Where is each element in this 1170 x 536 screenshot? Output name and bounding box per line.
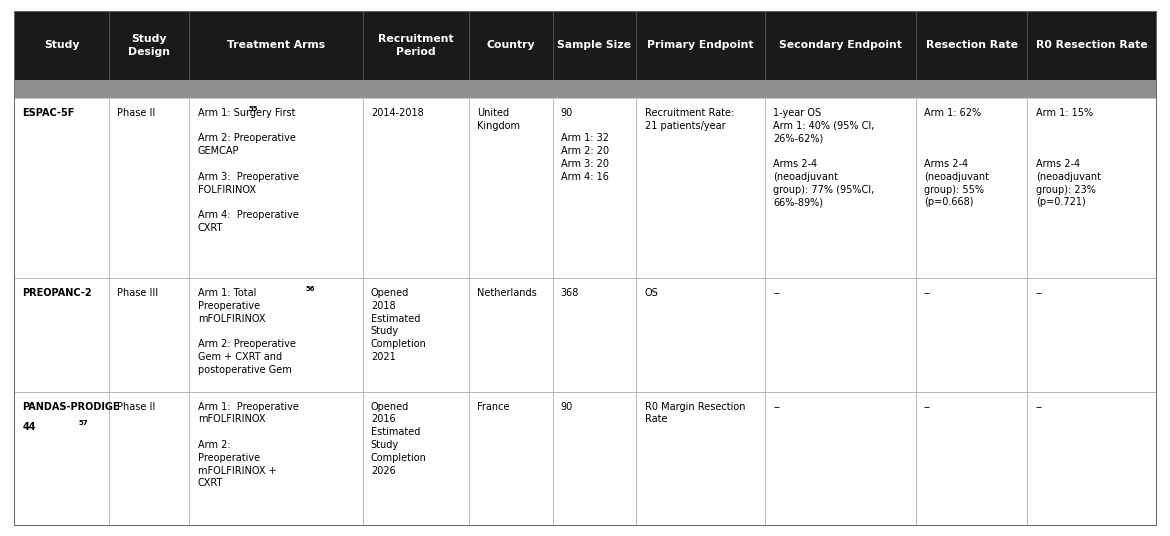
Bar xyxy=(636,392,765,525)
Bar xyxy=(1027,98,1156,278)
Text: --: -- xyxy=(773,401,780,412)
Text: 90: 90 xyxy=(560,401,573,412)
Text: Arm 1:  Preoperative
mFOLFIRINOX

Arm 2:
Preoperative
mFOLFIRINOX +
CXRT: Arm 1: Preoperative mFOLFIRINOX Arm 2: P… xyxy=(198,401,298,488)
Text: 1-year OS
Arm 1: 40% (95% CI,
26%-62%)

Arms 2-4
(neoadjuvant
group): 77% (95%CI: 1-year OS Arm 1: 40% (95% CI, 26%-62%) A… xyxy=(773,108,874,207)
Text: 56: 56 xyxy=(305,286,315,293)
Text: --: -- xyxy=(924,401,931,412)
Bar xyxy=(363,392,469,525)
Bar xyxy=(190,11,363,80)
Text: --: -- xyxy=(924,288,931,298)
Bar xyxy=(916,392,1027,525)
Bar xyxy=(109,98,190,278)
Text: 368: 368 xyxy=(560,288,579,298)
Bar xyxy=(469,278,552,392)
Bar xyxy=(552,278,636,392)
Text: 44: 44 xyxy=(22,422,36,432)
Text: 90

Arm 1: 32
Arm 2: 20
Arm 3: 20
Arm 4: 16: 90 Arm 1: 32 Arm 2: 20 Arm 3: 20 Arm 4: … xyxy=(560,108,608,182)
Bar xyxy=(14,278,109,392)
Text: Study: Study xyxy=(43,40,80,50)
Text: Phase III: Phase III xyxy=(117,288,158,298)
Text: Country: Country xyxy=(487,40,535,50)
Bar xyxy=(552,392,636,525)
Text: Secondary Endpoint: Secondary Endpoint xyxy=(779,40,902,50)
Text: United
Kingdom: United Kingdom xyxy=(477,108,519,131)
Text: France: France xyxy=(477,401,509,412)
Text: PREOPANC-2: PREOPANC-2 xyxy=(22,288,92,298)
Text: Opened
2018
Estimated
Study
Completion
2021: Opened 2018 Estimated Study Completion 2… xyxy=(371,288,427,362)
Text: 55: 55 xyxy=(249,106,259,112)
Text: Arm 1: Surgery First

Arm 2: Preoperative
GEMCAP

Arm 3:  Preoperative
FOLFIRINO: Arm 1: Surgery First Arm 2: Preoperative… xyxy=(198,108,298,233)
Text: 2014-2018: 2014-2018 xyxy=(371,108,424,118)
Text: Study
Design: Study Design xyxy=(129,34,171,57)
Text: Arm 1: 15%



Arms 2-4
(neoadjuvant
group): 23%
(p=0.721): Arm 1: 15% Arms 2-4 (neoadjuvant group):… xyxy=(1035,108,1101,207)
Bar xyxy=(765,11,916,80)
Bar xyxy=(469,98,552,278)
Text: Recruitment
Period: Recruitment Period xyxy=(378,34,454,57)
Text: R0 Margin Resection
Rate: R0 Margin Resection Rate xyxy=(645,401,745,425)
Bar xyxy=(190,392,363,525)
Text: Recruitment Rate:
21 patients/year: Recruitment Rate: 21 patients/year xyxy=(645,108,734,131)
Bar xyxy=(109,11,190,80)
Text: Primary Endpoint: Primary Endpoint xyxy=(647,40,753,50)
Bar xyxy=(469,392,552,525)
Bar xyxy=(109,278,190,392)
Text: 57: 57 xyxy=(78,420,89,426)
Bar xyxy=(636,11,765,80)
Text: Treatment Arms: Treatment Arms xyxy=(227,40,325,50)
Bar xyxy=(1027,11,1156,80)
Bar xyxy=(14,392,109,525)
Bar xyxy=(552,11,636,80)
Bar xyxy=(765,278,916,392)
Bar xyxy=(916,98,1027,278)
Text: OS: OS xyxy=(645,288,659,298)
Bar xyxy=(765,392,916,525)
Bar xyxy=(1027,278,1156,392)
Bar xyxy=(636,98,765,278)
Text: Netherlands: Netherlands xyxy=(477,288,537,298)
Text: Resection Rate: Resection Rate xyxy=(925,40,1018,50)
Bar xyxy=(363,11,469,80)
Text: --: -- xyxy=(1035,401,1042,412)
Text: --: -- xyxy=(1035,288,1042,298)
Bar xyxy=(552,98,636,278)
Bar xyxy=(1027,392,1156,525)
Bar xyxy=(109,392,190,525)
Bar xyxy=(916,278,1027,392)
Text: --: -- xyxy=(773,288,780,298)
Text: R0 Resection Rate: R0 Resection Rate xyxy=(1035,40,1148,50)
Text: Phase II: Phase II xyxy=(117,401,156,412)
Text: Sample Size: Sample Size xyxy=(557,40,632,50)
Bar xyxy=(190,98,363,278)
Text: Phase II: Phase II xyxy=(117,108,156,118)
Bar xyxy=(14,11,109,80)
Bar xyxy=(190,278,363,392)
Bar xyxy=(636,278,765,392)
Text: Arm 1: Total
Preoperative
mFOLFIRINOX

Arm 2: Preoperative
Gem + CXRT and
postop: Arm 1: Total Preoperative mFOLFIRINOX Ar… xyxy=(198,288,296,375)
Bar xyxy=(14,98,109,278)
Bar xyxy=(14,80,1156,98)
Bar xyxy=(363,278,469,392)
Bar xyxy=(469,11,552,80)
Bar xyxy=(916,11,1027,80)
Text: Arm 1: 62%



Arms 2-4
(neoadjuvant
group): 55%
(p=0.668): Arm 1: 62% Arms 2-4 (neoadjuvant group):… xyxy=(924,108,989,207)
Text: ESPAC-5F: ESPAC-5F xyxy=(22,108,75,118)
Bar xyxy=(765,98,916,278)
Text: PANDAS-PRODIGE: PANDAS-PRODIGE xyxy=(22,401,119,412)
Bar xyxy=(363,98,469,278)
Text: Opened
2016
Estimated
Study
Completion
2026: Opened 2016 Estimated Study Completion 2… xyxy=(371,401,427,475)
